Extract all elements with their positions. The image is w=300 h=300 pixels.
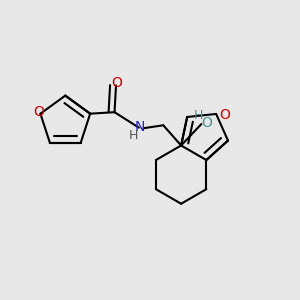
Text: H: H [129, 129, 138, 142]
Text: O: O [33, 105, 44, 119]
Text: N: N [134, 120, 145, 134]
Text: O: O [111, 76, 122, 90]
Text: O: O [201, 116, 212, 130]
Text: H: H [194, 109, 203, 122]
Text: O: O [219, 107, 230, 122]
